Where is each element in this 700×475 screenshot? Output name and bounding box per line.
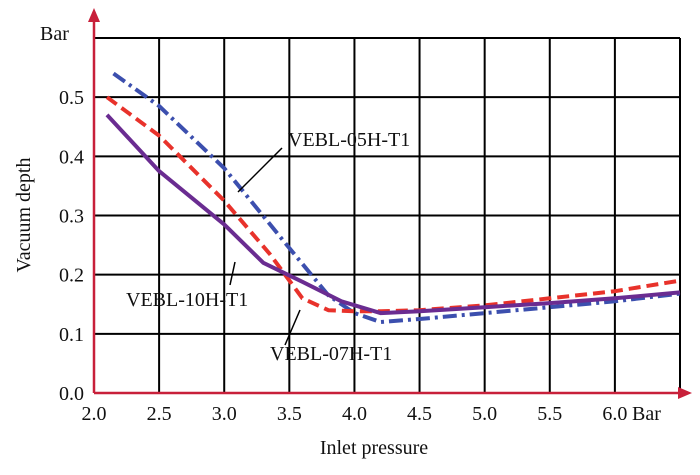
grid	[94, 37, 681, 393]
annotation-leader-07h	[284, 309, 301, 346]
series-layer	[105, 71, 681, 324]
y-axis-arrow-icon	[88, 8, 100, 22]
x-tick-label: 3.5	[277, 403, 302, 425]
y-tick-label: 0.0	[59, 383, 84, 405]
x-tick-labels: 2.0 2.5 3.0 3.5 4.0 4.5 5.0 5.5 6.0	[82, 403, 628, 425]
x-tick-label: 4.5	[407, 403, 432, 425]
annotation-label-05h: VEBL-05H-T1	[288, 129, 410, 151]
x-tick-label: 4.0	[342, 403, 367, 425]
x-tick-label: 2.5	[147, 403, 172, 425]
y-tick-label: 0.5	[59, 87, 84, 109]
axes	[88, 8, 692, 399]
x-tick-label: 6.0	[602, 403, 627, 425]
series-line-vebl-07h-t1	[105, 95, 681, 314]
x-tick-label: 2.0	[82, 403, 107, 425]
annotation-leader-05h	[237, 147, 283, 193]
x-tick-label: 5.5	[537, 403, 562, 425]
y-unit-label: Bar	[40, 23, 69, 45]
x-axis-title: Inlet pressure	[320, 437, 428, 459]
annotation-label-10h: VEBL-10H-T1	[126, 289, 248, 311]
x-tick-label: 5.0	[472, 403, 497, 425]
y-tick-label: 0.1	[59, 324, 84, 346]
x-tick-label: 3.0	[212, 403, 237, 425]
y-tick-label: 0.4	[59, 146, 84, 168]
annotation-label-07h: VEBL-07H-T1	[270, 343, 392, 365]
y-axis-title: Vacuum depth	[13, 158, 35, 273]
series-line-vebl-10h-t1	[105, 113, 681, 316]
x-unit-label: Bar	[632, 403, 661, 425]
y-tick-labels: 0.0 0.1 0.2 0.3 0.4 0.5	[59, 87, 84, 405]
y-tick-label: 0.3	[59, 206, 84, 228]
x-axis-arrow-icon	[678, 387, 692, 399]
annotation-leader-10h	[229, 261, 236, 286]
annotations: VEBL-05H-T1 VEBL-10H-T1 VEBL-07H-T1	[126, 129, 410, 365]
series-line-vebl-05h-t1	[112, 71, 681, 324]
y-tick-label: 0.2	[59, 265, 84, 287]
